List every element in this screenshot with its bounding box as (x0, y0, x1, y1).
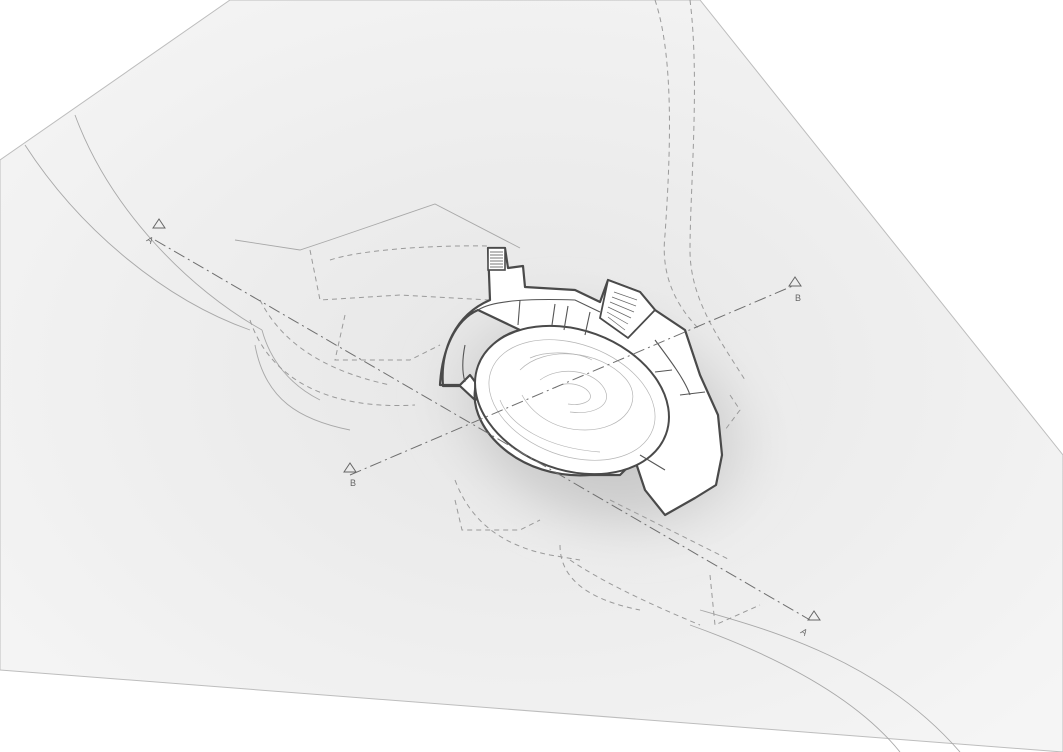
stair-icon (606, 291, 638, 331)
triangle-marker-icon (788, 276, 802, 287)
stair-icon (490, 251, 503, 268)
section-label-a-start: A (145, 234, 156, 246)
section-line-a (154, 239, 811, 621)
section-label-a-end: A (799, 626, 810, 638)
room-partitions (462, 298, 706, 471)
section-marker-a-start: A (145, 218, 166, 246)
section-marker-b-end: B (788, 276, 802, 303)
section-marker-a-end: A (799, 610, 821, 638)
triangle-marker-icon (152, 218, 166, 229)
section-line-b (349, 284, 796, 476)
triangle-marker-icon (343, 462, 357, 473)
triangle-marker-icon (807, 610, 821, 621)
section-label-b-start: B (350, 478, 356, 488)
section-marker-b-start: B (343, 462, 357, 488)
dashed-paths (249, 0, 761, 626)
section-cuts (154, 239, 811, 621)
building (438, 246, 724, 517)
section-label-b-end: B (795, 293, 801, 303)
inner-court (474, 324, 670, 476)
north-stair (487, 247, 506, 271)
